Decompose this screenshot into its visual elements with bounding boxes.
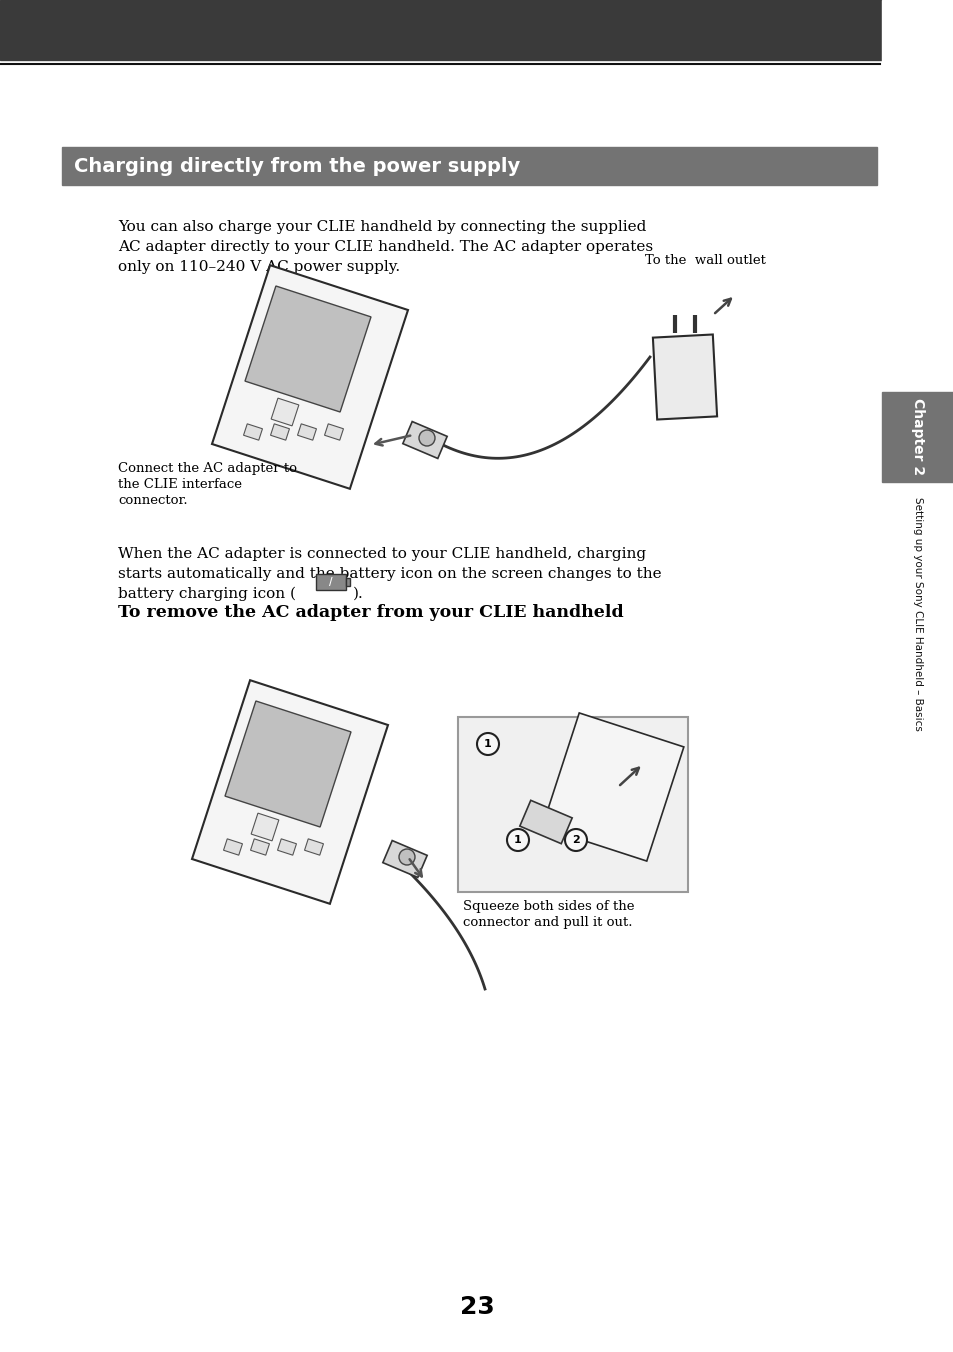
Text: 1: 1: [483, 740, 492, 749]
Polygon shape: [223, 838, 242, 856]
Text: /: /: [329, 577, 333, 587]
Text: 2: 2: [572, 836, 579, 845]
Polygon shape: [251, 838, 269, 856]
Polygon shape: [541, 713, 683, 861]
Circle shape: [418, 430, 435, 446]
Text: Chapter 2: Chapter 2: [910, 399, 924, 476]
Text: When the AC adapter is connected to your CLIE handheld, charging: When the AC adapter is connected to your…: [118, 548, 645, 561]
Text: battery charging icon (: battery charging icon (: [118, 587, 295, 602]
Polygon shape: [271, 423, 289, 441]
Polygon shape: [324, 423, 343, 441]
Text: starts automatically and the battery icon on the screen changes to the: starts automatically and the battery ico…: [118, 566, 661, 581]
Text: Connect the AC adapter to: Connect the AC adapter to: [118, 462, 296, 475]
Text: Charging directly from the power supply: Charging directly from the power supply: [74, 157, 519, 176]
Text: connector.: connector.: [118, 493, 188, 507]
Polygon shape: [304, 838, 323, 856]
Text: You can also charge your CLIE handheld by connecting the supplied: You can also charge your CLIE handheld b…: [118, 220, 646, 234]
Polygon shape: [402, 422, 447, 458]
Polygon shape: [277, 838, 296, 856]
Text: To remove the AC adapter from your CLIE handheld: To remove the AC adapter from your CLIE …: [118, 604, 623, 621]
Text: 1: 1: [514, 836, 521, 845]
Polygon shape: [245, 287, 371, 412]
Text: To the  wall outlet: To the wall outlet: [644, 254, 764, 266]
Circle shape: [398, 849, 415, 865]
Text: the CLIE interface: the CLIE interface: [118, 479, 242, 491]
Text: 23: 23: [459, 1295, 494, 1320]
Text: only on 110–240 V AC power supply.: only on 110–240 V AC power supply.: [118, 260, 399, 274]
Polygon shape: [271, 397, 298, 426]
Polygon shape: [251, 813, 278, 841]
Text: connector and pull it out.: connector and pull it out.: [462, 917, 632, 929]
Polygon shape: [243, 423, 262, 441]
Text: ).: ).: [353, 587, 363, 602]
Polygon shape: [652, 334, 717, 419]
Polygon shape: [382, 841, 427, 877]
Bar: [0, 0, 953, 59]
Text: AC adapter directly to your CLIE handheld. The AC adapter operates: AC adapter directly to your CLIE handhel…: [118, 241, 653, 254]
Bar: [62, 147, 876, 185]
Circle shape: [564, 829, 586, 850]
Polygon shape: [297, 423, 316, 441]
Polygon shape: [225, 700, 351, 827]
Bar: [882, 0, 953, 1352]
Bar: [346, 579, 350, 585]
Polygon shape: [212, 265, 408, 489]
Text: Squeeze both sides of the: Squeeze both sides of the: [462, 900, 634, 913]
Bar: [315, 575, 346, 589]
Circle shape: [506, 829, 529, 850]
Text: Setting up your Sony CLIE Handheld – Basics: Setting up your Sony CLIE Handheld – Bas…: [912, 498, 923, 731]
Bar: [457, 717, 687, 892]
Bar: [882, 392, 953, 483]
Polygon shape: [192, 680, 388, 903]
Polygon shape: [519, 800, 572, 844]
Circle shape: [476, 733, 498, 754]
